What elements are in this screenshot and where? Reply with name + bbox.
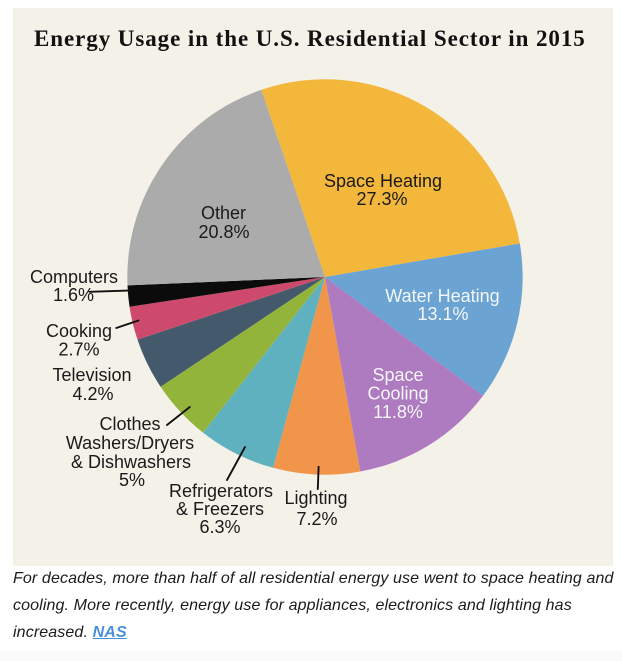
svg-text:4.2%: 4.2% [72, 384, 113, 404]
svg-text:Lighting: Lighting [284, 488, 347, 508]
svg-text:2.7%: 2.7% [58, 340, 99, 360]
svg-text:Washers/Dryers: Washers/Dryers [66, 433, 194, 453]
svg-text:Computers: Computers [30, 267, 118, 287]
svg-text:Clothes: Clothes [99, 414, 160, 434]
svg-text:1.6%: 1.6% [53, 285, 94, 305]
svg-text:& Freezers: & Freezers [176, 499, 264, 519]
svg-text:Space: Space [372, 365, 423, 385]
svg-text:27.3%: 27.3% [356, 189, 407, 209]
svg-text:Refrigerators: Refrigerators [169, 481, 273, 501]
svg-text:Cooking: Cooking [46, 321, 112, 341]
svg-text:5%: 5% [119, 470, 145, 490]
svg-text:6.3%: 6.3% [199, 517, 240, 537]
svg-text:Television: Television [52, 365, 131, 385]
svg-text:Cooling: Cooling [367, 384, 428, 404]
svg-text:& Dishwashers: & Dishwashers [71, 452, 191, 472]
svg-text:13.1%: 13.1% [417, 304, 468, 324]
svg-text:Water Heating: Water Heating [385, 286, 499, 306]
svg-text:Space Heating: Space Heating [324, 171, 442, 191]
svg-text:7.2%: 7.2% [296, 509, 337, 529]
svg-text:11.8%: 11.8% [373, 402, 423, 422]
svg-text:Other: Other [201, 203, 246, 223]
svg-text:20.8%: 20.8% [198, 222, 249, 242]
